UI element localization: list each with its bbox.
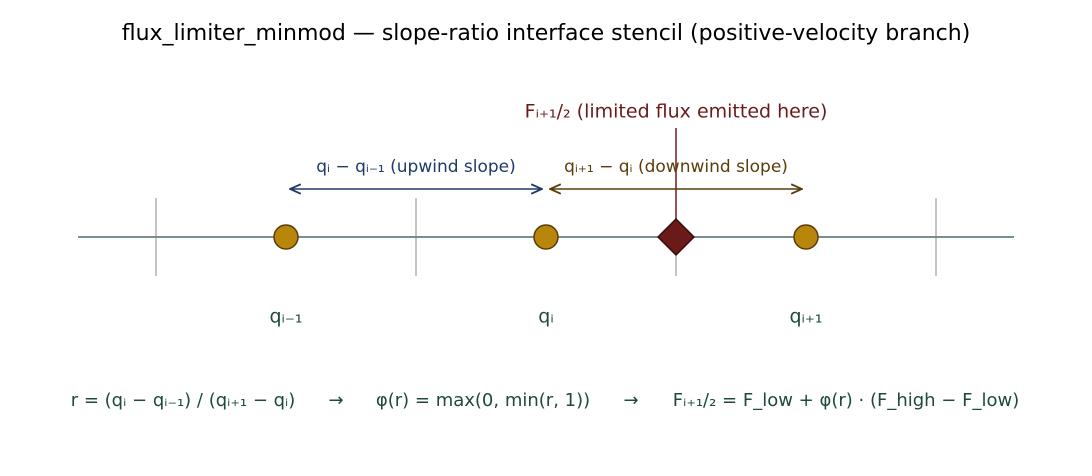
interface-marker	[656, 217, 696, 257]
node-label: qᵢ₊₁	[789, 306, 822, 328]
formula-part: φ(r) = max(0, min(r, 1))	[376, 390, 590, 411]
node-label: qᵢ	[538, 306, 553, 328]
downwind-label: qᵢ₊₁ − qᵢ (downwind slope)	[564, 157, 788, 177]
node-label: qᵢ₋₁	[269, 306, 302, 328]
formula-arrow: →	[328, 390, 343, 411]
upwind-label: qᵢ − qᵢ₋₁ (upwind slope)	[316, 157, 516, 177]
formula-part: r = (qᵢ − qᵢ₋₁) / (qᵢ₊₁ − qᵢ)	[71, 390, 296, 411]
interface-label: Fᵢ₊₁/₂ (limited flux emitted here)	[525, 101, 828, 123]
nodes	[273, 224, 819, 250]
formula-part: Fᵢ₊₁/₂ = F_low + φ(r) · (F_high − F_low)	[673, 390, 1019, 411]
formula-arrow: →	[623, 390, 638, 411]
title: flux_limiter_minmod — slope-ratio interf…	[122, 21, 971, 46]
